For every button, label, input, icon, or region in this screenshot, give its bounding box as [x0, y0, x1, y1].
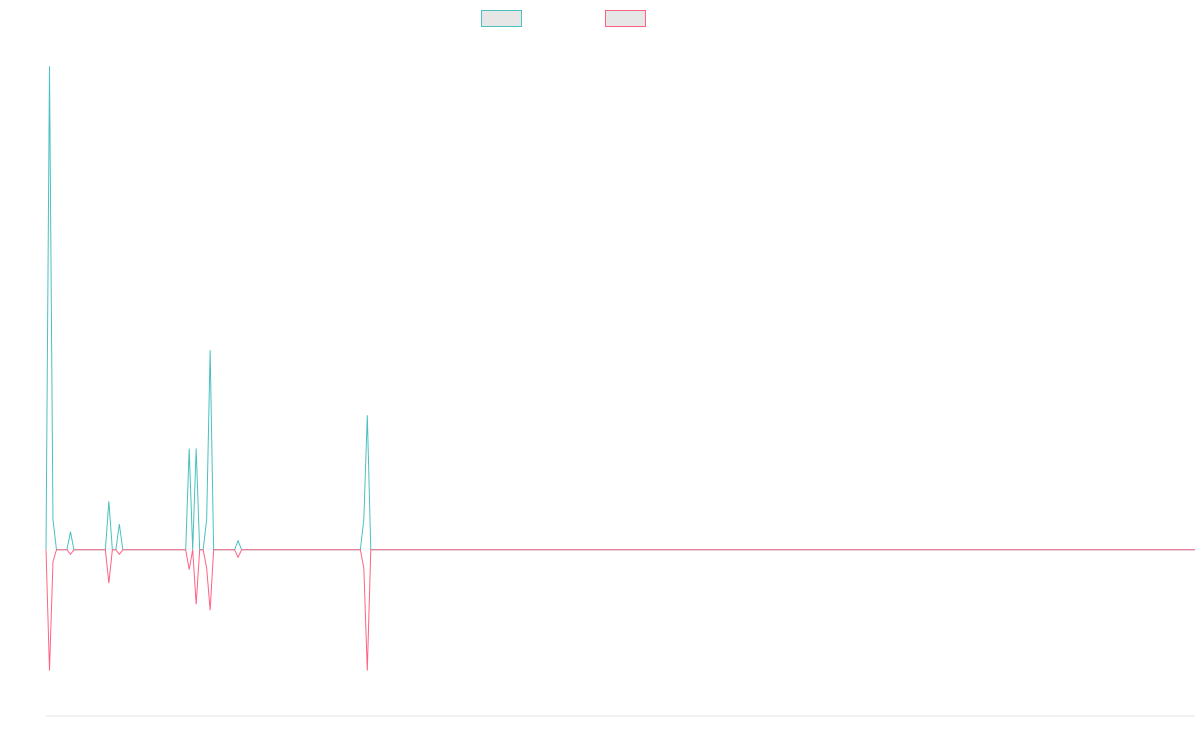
plot-area [45, 66, 1195, 717]
chart-legend [481, 10, 646, 27]
series-line-1 [45, 66, 1195, 551]
series-line-2 [45, 549, 1195, 671]
legend-swatch-2 [605, 10, 646, 27]
legend-swatch-1 [481, 10, 522, 27]
